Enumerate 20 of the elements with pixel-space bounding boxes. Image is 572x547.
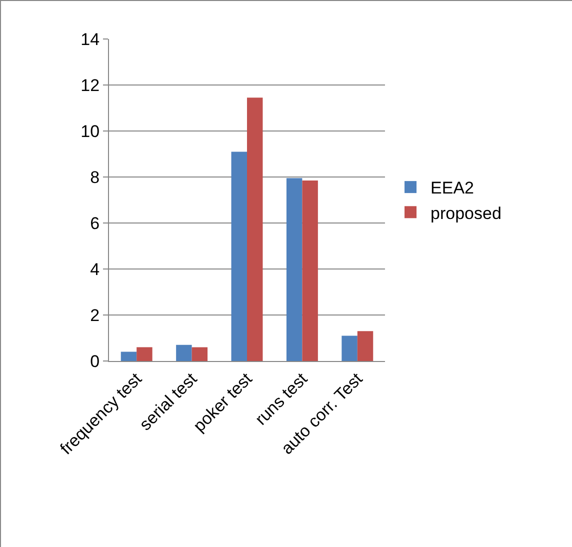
bar	[120, 352, 137, 361]
legend-label: proposed	[430, 204, 502, 223]
bar	[136, 347, 152, 361]
legend-label: EEA2	[430, 178, 474, 198]
y-tick-label: 12	[80, 76, 100, 95]
bar	[302, 180, 318, 361]
bar	[342, 336, 358, 361]
y-tick-label: 10	[80, 122, 100, 141]
y-tick-label: 14	[80, 30, 100, 49]
y-tick-label: 8	[90, 168, 100, 187]
bar	[247, 98, 263, 361]
y-tick-label: 2	[90, 306, 100, 325]
y-tick-label: 0	[90, 352, 100, 371]
y-tick-label: 6	[90, 214, 100, 233]
bar	[192, 347, 208, 361]
bar	[176, 344, 192, 361]
bar	[286, 178, 302, 361]
bar	[357, 331, 374, 361]
bar	[231, 152, 247, 361]
y-tick-label: 4	[90, 260, 100, 279]
